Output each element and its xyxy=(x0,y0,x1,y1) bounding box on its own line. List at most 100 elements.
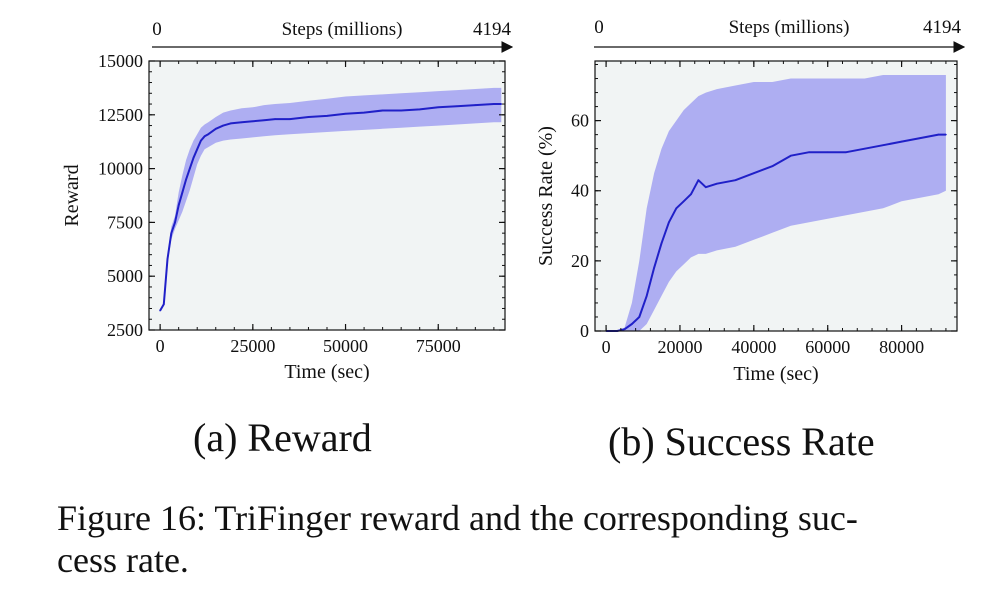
reward-x-tick-label: 50000 xyxy=(323,336,368,356)
success-rate-y-tick-label: 0 xyxy=(580,321,589,341)
success-rate-data-point xyxy=(882,144,884,146)
success-rate-data-point xyxy=(631,323,633,325)
reward-y-tick-label: 5000 xyxy=(107,266,143,286)
success-rate-steps-end-label: 4194 xyxy=(923,17,962,38)
success-rate-data-point xyxy=(623,328,626,331)
subcaption-reward: (a) Reward xyxy=(193,415,372,460)
success-rate-mean-line xyxy=(606,133,946,332)
reward-data-point xyxy=(163,303,165,306)
success-rate-x-tick-label: 0 xyxy=(602,337,611,357)
success-rate-x-tick-label: 80000 xyxy=(879,337,924,357)
success-rate-axes-frame xyxy=(594,60,958,332)
reward-data-point xyxy=(252,120,254,123)
success-rate-data-point xyxy=(697,179,700,181)
success-rate-steps-axis-label: Steps (millions) xyxy=(729,17,850,38)
reward-x-tick-label: 25000 xyxy=(230,336,275,356)
success-rate-data-point xyxy=(638,316,641,318)
reward-data-point xyxy=(289,118,291,120)
reward-data-point xyxy=(192,157,195,159)
reward-data-point xyxy=(474,104,477,106)
reward-data-point xyxy=(229,122,232,125)
reward-data-point xyxy=(196,148,198,150)
reward-data-point xyxy=(185,178,187,181)
success-rate-data-point xyxy=(845,151,847,153)
reward-y-tick-label: 10000 xyxy=(98,159,143,179)
success-rate-x-axis-label: Time (sec) xyxy=(733,363,818,385)
reward-y-tick-label: 15000 xyxy=(98,51,143,71)
success-rate-data-point xyxy=(808,151,810,153)
success-rate-confidence-band xyxy=(606,75,946,331)
success-rate-data-point xyxy=(734,179,737,181)
success-rate-y-axis-label: Success Rate (%) xyxy=(535,126,557,266)
reward-data-point xyxy=(174,221,176,224)
reward-data-point xyxy=(189,167,191,170)
reward-x-axis-label: Time (sec) xyxy=(284,361,369,383)
reward-data-point xyxy=(326,115,328,117)
success-rate-data-point xyxy=(771,165,774,167)
reward-steps-start-label: 0 xyxy=(152,19,162,40)
reward-data-point xyxy=(177,204,180,206)
reward-data-point xyxy=(400,109,403,112)
reward-data-point xyxy=(159,309,161,312)
reward-data-point xyxy=(240,121,243,124)
success-rate-data-point xyxy=(682,200,685,203)
reward-data-point xyxy=(181,191,184,194)
reward-data-point xyxy=(200,139,202,142)
success-rate-y-tick-label: 40 xyxy=(571,181,589,201)
success-rate-y-tick-label: 20 xyxy=(571,251,589,271)
reward-confidence-band xyxy=(160,87,502,311)
reward-x-tick-label: 75000 xyxy=(416,336,461,356)
success-rate-data-point xyxy=(919,137,921,139)
reward-data-point xyxy=(263,119,265,121)
reward-data-point xyxy=(170,232,173,234)
success-rate-data-point xyxy=(826,151,829,153)
reward-data-point xyxy=(166,258,169,260)
success-rate-data-point xyxy=(668,221,670,224)
reward-y-axis-label: Reward xyxy=(61,164,83,226)
reward-y-tick-label: 2500 xyxy=(107,320,143,340)
reward-data-point xyxy=(363,111,365,114)
success-rate-data-point xyxy=(716,182,718,185)
success-rate-data-point xyxy=(753,172,755,174)
reward-data-point xyxy=(500,103,503,105)
reward-data-point xyxy=(437,106,440,109)
reward-mean-line xyxy=(159,103,502,312)
reward-x-tick-label: 0 xyxy=(156,336,165,356)
success-rate-data-point xyxy=(900,140,903,143)
reward-y-tick-label: 7500 xyxy=(107,212,143,232)
reward-data-point xyxy=(274,118,276,120)
reward-data-point xyxy=(215,128,217,130)
figure-caption-line-2: cess rate. xyxy=(57,540,189,580)
reward-data-point xyxy=(344,112,347,115)
reward-data-point xyxy=(418,108,421,111)
reward-data-point xyxy=(207,133,210,135)
success-rate-data-point xyxy=(675,207,678,210)
reward-steps-axis-label: Steps (millions) xyxy=(282,19,403,40)
reward-data-point xyxy=(381,109,384,112)
success-rate-data-point xyxy=(645,295,648,297)
success-rate-x-tick-label: 20000 xyxy=(657,337,702,357)
success-rate-data-point xyxy=(945,133,947,136)
success-rate-data-point xyxy=(937,133,940,136)
reward-data-point xyxy=(456,105,458,107)
success-rate-data-point xyxy=(660,242,663,245)
success-rate-x-tick-label: 40000 xyxy=(731,337,776,357)
reward-data-point xyxy=(307,116,310,118)
figure-caption: Figure 16: TriFinger reward and the corr… xyxy=(57,497,987,581)
success-rate-data-point xyxy=(863,147,866,150)
success-rate-data-point xyxy=(790,154,792,157)
reward-y-tick-label: 12500 xyxy=(98,105,143,125)
figure-caption-line-1: Figure 16: TriFinger reward and the corr… xyxy=(57,498,858,538)
reward-steps-end-label: 4194 xyxy=(473,19,512,40)
reward-data-point xyxy=(493,103,495,105)
success-rate-data-point xyxy=(653,267,655,269)
success-rate-y-tick-label: 60 xyxy=(571,111,589,131)
success-rate-x-tick-label: 60000 xyxy=(805,337,850,357)
reward-data-point xyxy=(222,124,224,127)
success-rate-data-point xyxy=(705,186,707,188)
success-rate-steps-start-label: 0 xyxy=(594,17,604,38)
subcaption-success-rate: (b) Success Rate xyxy=(608,419,875,464)
